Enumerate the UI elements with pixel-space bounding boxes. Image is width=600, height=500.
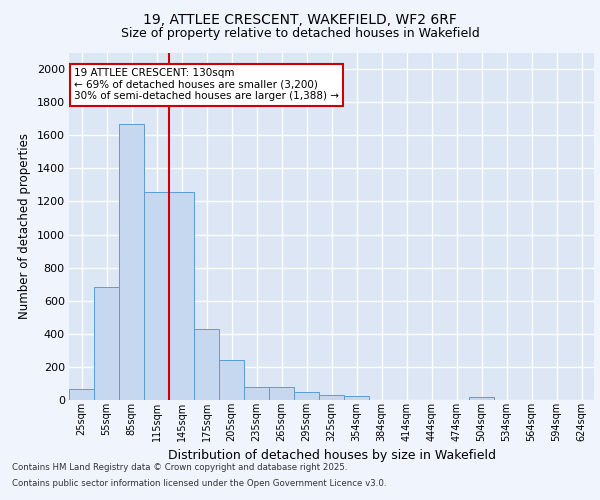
Text: 19 ATTLEE CRESCENT: 130sqm
← 69% of detached houses are smaller (3,200)
30% of s: 19 ATTLEE CRESCENT: 130sqm ← 69% of deta… bbox=[74, 68, 339, 102]
Bar bbox=[244, 387, 269, 400]
Text: 19, ATTLEE CRESCENT, WAKEFIELD, WF2 6RF: 19, ATTLEE CRESCENT, WAKEFIELD, WF2 6RF bbox=[143, 12, 457, 26]
Bar bbox=[94, 288, 119, 400]
Bar bbox=[469, 396, 494, 400]
Bar bbox=[344, 396, 369, 400]
Bar bbox=[319, 395, 344, 400]
Text: Size of property relative to detached houses in Wakefield: Size of property relative to detached ho… bbox=[121, 28, 479, 40]
X-axis label: Distribution of detached houses by size in Wakefield: Distribution of detached houses by size … bbox=[167, 449, 496, 462]
Bar bbox=[194, 329, 219, 400]
Bar bbox=[69, 389, 94, 400]
Bar bbox=[294, 392, 319, 400]
Bar bbox=[269, 387, 294, 400]
Text: Contains public sector information licensed under the Open Government Licence v3: Contains public sector information licen… bbox=[12, 478, 386, 488]
Bar bbox=[169, 192, 194, 400]
Bar bbox=[219, 360, 244, 400]
Text: Contains HM Land Registry data © Crown copyright and database right 2025.: Contains HM Land Registry data © Crown c… bbox=[12, 464, 347, 472]
Bar bbox=[119, 124, 144, 400]
Bar bbox=[144, 192, 169, 400]
Y-axis label: Number of detached properties: Number of detached properties bbox=[18, 133, 31, 320]
